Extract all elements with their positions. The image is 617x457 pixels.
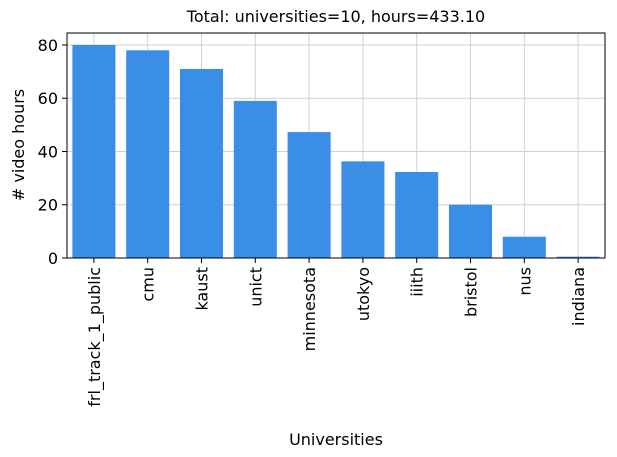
y-tick-label: 0 bbox=[48, 249, 58, 268]
bar bbox=[179, 68, 224, 258]
x-tick-label: frl_track_1_public bbox=[85, 267, 105, 407]
x-tick-label: nus bbox=[515, 267, 534, 296]
bar bbox=[233, 100, 277, 258]
plot-frame bbox=[66, 32, 606, 259]
bar bbox=[287, 132, 331, 258]
bar bbox=[72, 44, 116, 258]
y-axis-label: # video hours bbox=[9, 89, 28, 201]
bar bbox=[126, 50, 170, 258]
x-axis-label: Universities bbox=[289, 430, 383, 449]
x-tick-label: indiana bbox=[569, 267, 588, 326]
bar bbox=[502, 236, 546, 258]
chart-title: Total: universities=10, hours=433.10 bbox=[186, 7, 485, 26]
x-tick-label: unict bbox=[246, 267, 265, 307]
bar bbox=[556, 256, 600, 258]
y-tick-label: 80 bbox=[38, 36, 58, 55]
x-tick-label: cmu bbox=[139, 267, 158, 302]
x-tick-label: kaust bbox=[193, 267, 212, 311]
y-tick-label: 20 bbox=[38, 196, 58, 215]
x-tick-label: bristol bbox=[462, 267, 481, 317]
bar bbox=[448, 204, 493, 258]
bar bbox=[341, 161, 385, 258]
y-tick-label: 60 bbox=[38, 89, 58, 108]
x-tick-label: minnesota bbox=[300, 267, 319, 351]
x-tick-label: utokyo bbox=[354, 267, 373, 321]
bar bbox=[395, 171, 439, 258]
x-tick-label: iiith bbox=[408, 267, 427, 297]
y-tick-label: 40 bbox=[38, 142, 58, 161]
